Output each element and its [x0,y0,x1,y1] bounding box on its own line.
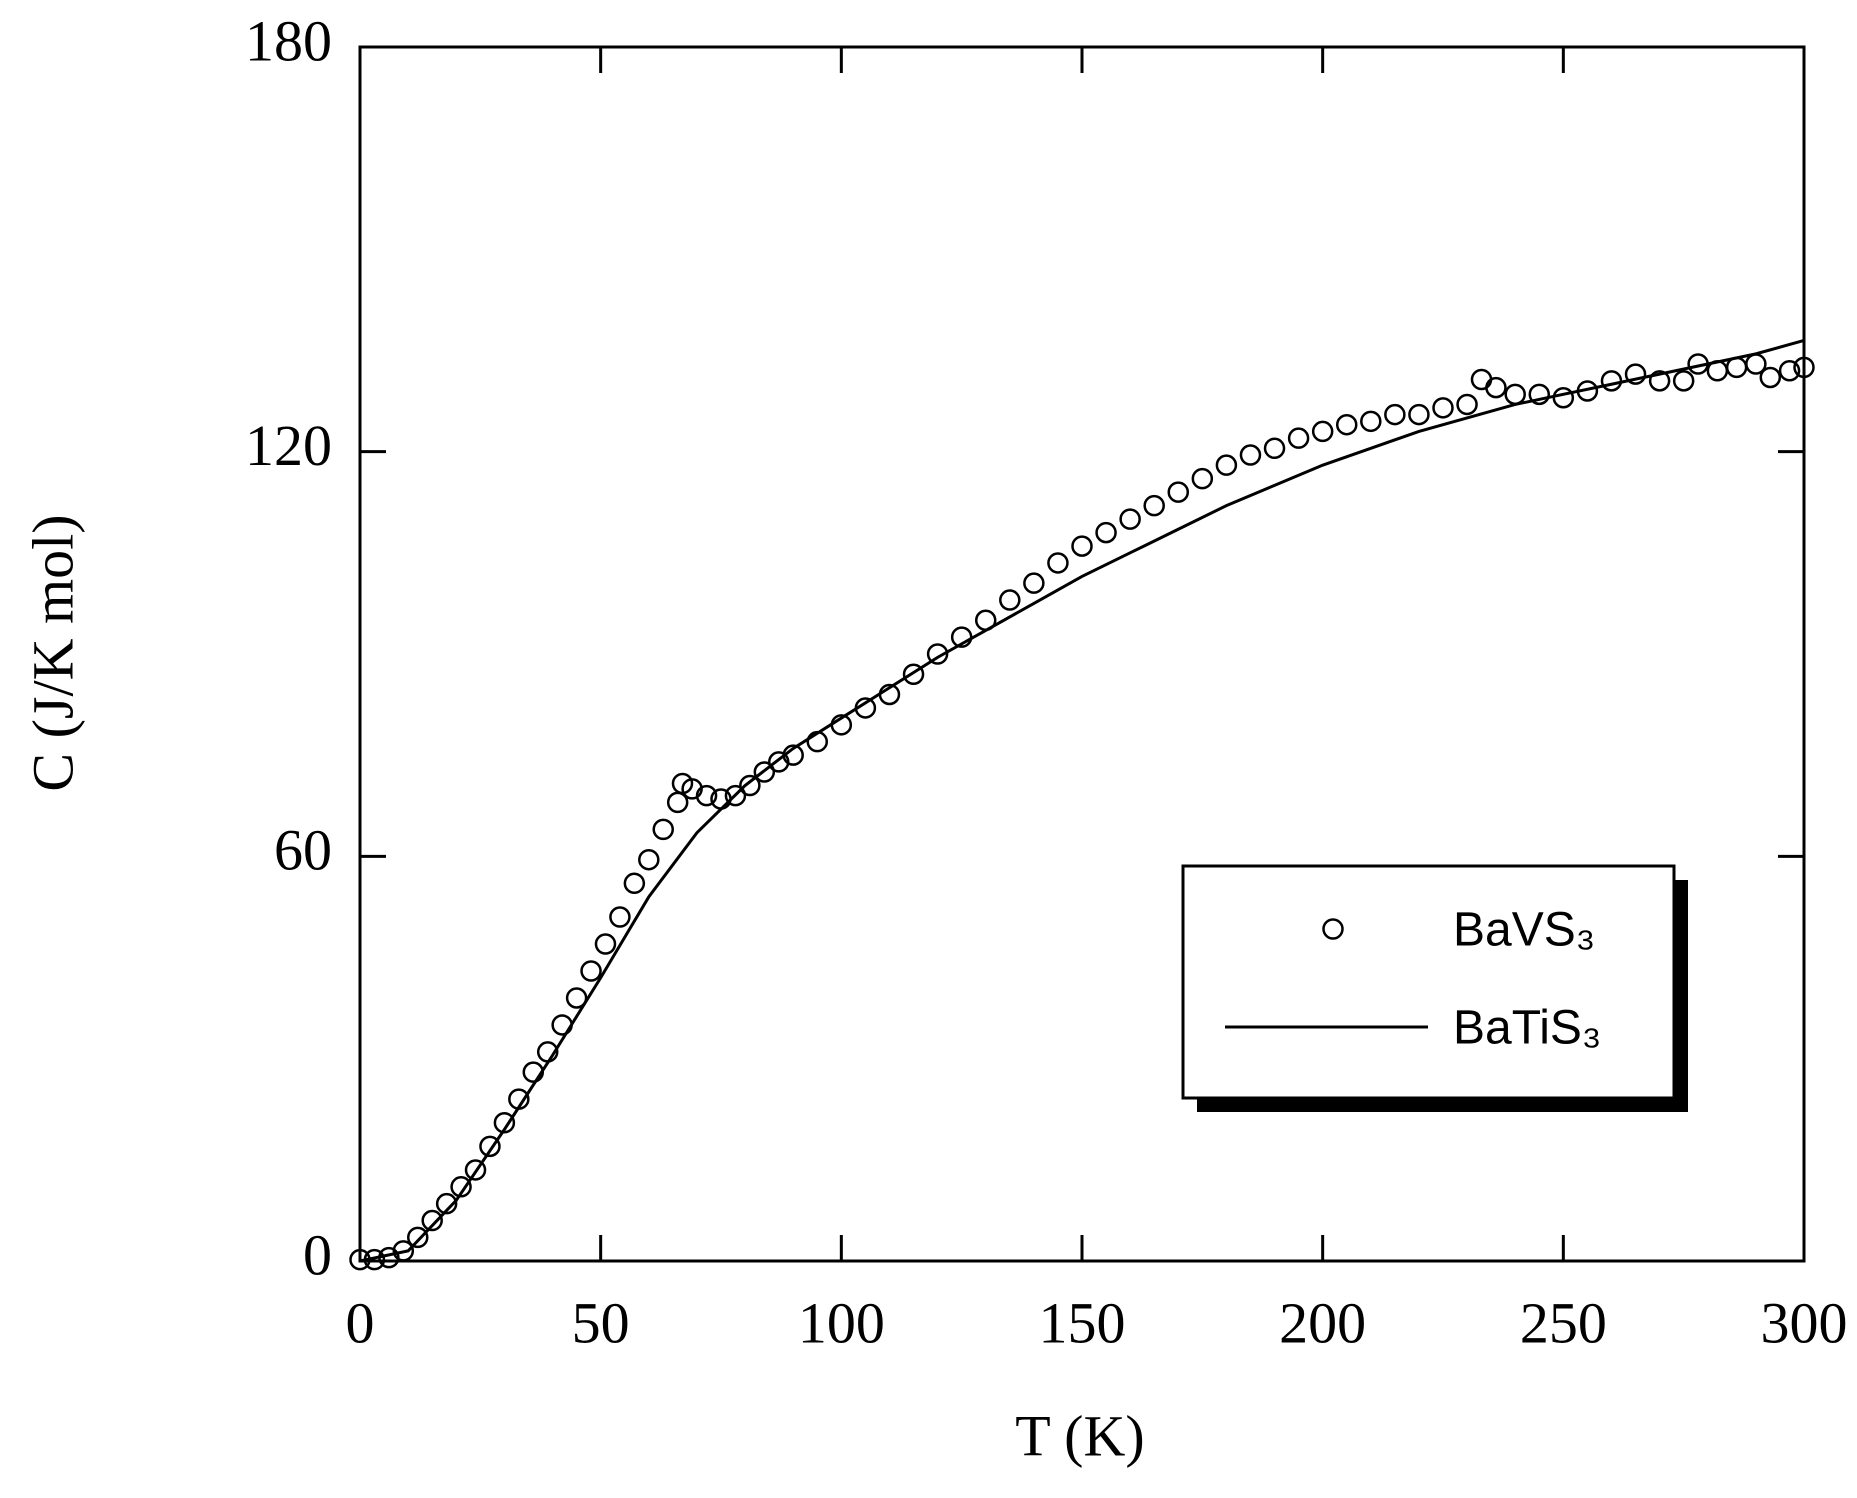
data-point [450,1176,472,1198]
data-point [926,643,949,665]
data-point [1360,410,1382,433]
data-point [1215,454,1238,476]
data-point [999,589,1021,611]
data-point [493,1111,516,1134]
data-point [1143,494,1165,517]
legend-label: BaVS₃ [1453,904,1595,957]
data-point [435,1192,458,1215]
data-point [1648,370,1671,392]
data-point [392,1240,415,1262]
x-tick-label: 100 [798,1290,885,1355]
data-point [1528,383,1551,406]
data-point [1456,393,1478,416]
y-tick-label: 180 [245,8,332,73]
data-point [1047,552,1069,574]
data-point [1071,535,1093,557]
data-point [1672,370,1695,392]
data-line [359,338,1805,1263]
data-point [1408,403,1430,426]
data-point [739,774,761,797]
data-point [695,784,718,807]
y-tick-label: 0 [303,1222,332,1287]
data-point [1600,370,1623,392]
x-axis-title: T (K) [1015,1403,1144,1468]
x-tick-label: 150 [1039,1290,1126,1355]
data-point [1778,359,1801,382]
data-point [1263,437,1286,460]
x-tick-label: 250 [1520,1290,1607,1355]
legend-box [1181,864,1676,1100]
data-point [1167,481,1190,503]
data-point [421,1209,443,1232]
data-point [652,818,674,841]
y-axis-title: C (J/K mol) [20,514,85,791]
data-point [1470,368,1493,391]
data-point [1624,363,1647,385]
data-point [1119,508,1141,530]
x-tick-label: 50 [572,1290,630,1355]
data-point [479,1135,501,1158]
data-point [594,933,617,955]
y-tick-label: 60 [274,818,332,883]
data-point [1239,444,1262,466]
data-point [753,761,776,783]
legend-marker [1322,918,1344,940]
data-point [1287,427,1310,449]
data-point [1191,467,1214,490]
data-point [1504,383,1526,406]
data-point [1793,356,1815,379]
data-point [1335,413,1358,436]
data-point [1311,420,1334,443]
data-point [565,987,588,1009]
y-tick-label: 120 [245,413,332,478]
data-point [609,906,631,928]
data-point [580,960,602,982]
legend: BaVS₃ BaTiS₃ [1181,864,1688,1112]
data-point [902,663,925,685]
data-point [806,730,829,753]
data-point [1432,397,1454,419]
data-point [1552,386,1575,409]
data-point [1023,572,1045,594]
data-point [1759,366,1782,389]
plot-frame [358,45,1806,1263]
data-point [623,872,646,895]
data-point [1384,403,1406,426]
x-tick-label: 200 [1279,1290,1366,1355]
data-point [1485,376,1507,399]
x-tick-label: 300 [1761,1290,1848,1355]
legend-label: BaTiS₃ [1453,1002,1601,1055]
data-point [464,1159,487,1181]
data-point [638,848,660,871]
data-point [724,784,747,807]
data-point [1095,521,1117,544]
x-tick-label: 0 [346,1290,375,1355]
data-point [407,1226,429,1249]
